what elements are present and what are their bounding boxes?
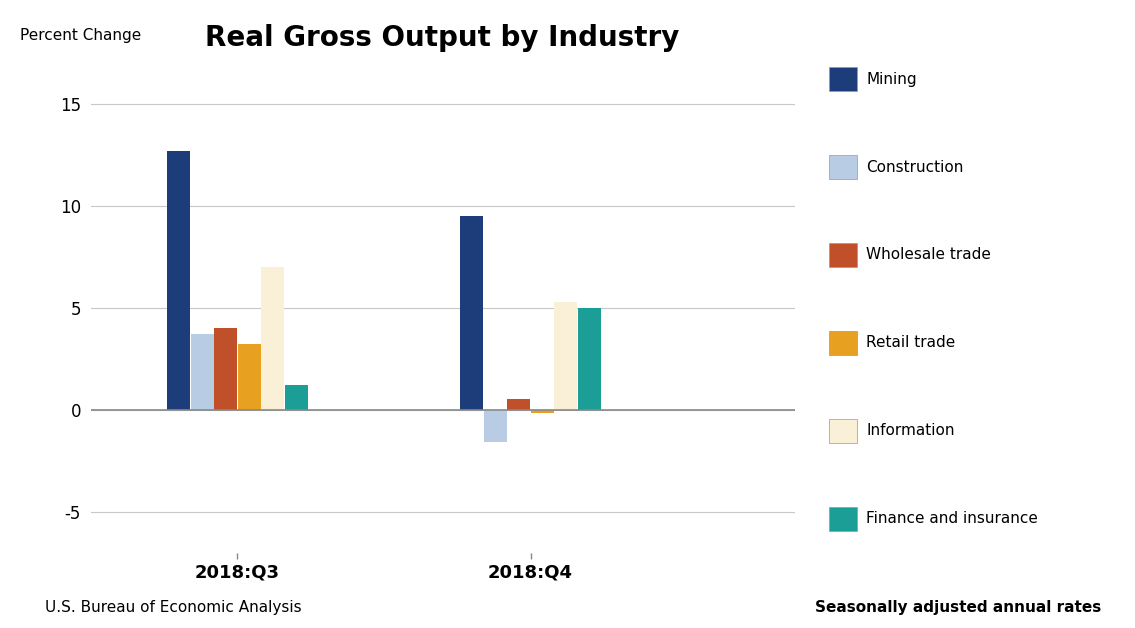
Bar xyxy=(191,334,213,409)
Bar xyxy=(237,344,261,409)
Text: Seasonally adjusted annual rates: Seasonally adjusted annual rates xyxy=(815,600,1101,615)
Text: Information: Information xyxy=(866,423,955,438)
Bar xyxy=(554,301,578,409)
Text: Retail trade: Retail trade xyxy=(866,335,956,350)
Bar xyxy=(215,328,237,409)
Text: Construction: Construction xyxy=(866,160,964,175)
Bar xyxy=(167,151,191,409)
Text: Percent Change: Percent Change xyxy=(20,28,142,43)
Bar xyxy=(507,399,530,409)
Title: Real Gross Output by Industry: Real Gross Output by Industry xyxy=(205,24,680,52)
Bar xyxy=(461,216,484,409)
Bar xyxy=(285,385,308,409)
Bar xyxy=(531,409,554,413)
Bar xyxy=(578,308,600,409)
Text: Wholesale trade: Wholesale trade xyxy=(866,247,991,263)
Bar xyxy=(261,267,284,409)
Bar xyxy=(484,409,507,442)
Text: Finance and insurance: Finance and insurance xyxy=(866,511,1037,526)
Text: U.S. Bureau of Economic Analysis: U.S. Bureau of Economic Analysis xyxy=(45,600,302,615)
Text: Mining: Mining xyxy=(866,72,917,87)
